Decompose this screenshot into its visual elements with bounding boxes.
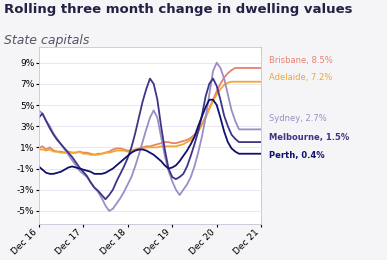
Text: Rolling three month change in dwelling values: Rolling three month change in dwelling v… — [4, 3, 353, 16]
Text: Melbourne, 1.5%: Melbourne, 1.5% — [269, 133, 349, 142]
Text: Adelaide, 7.2%: Adelaide, 7.2% — [269, 73, 332, 82]
Text: Perth, 0.4%: Perth, 0.4% — [269, 151, 325, 160]
Text: State capitals: State capitals — [4, 34, 89, 47]
Text: Brisbane, 8.5%: Brisbane, 8.5% — [269, 56, 333, 65]
Text: Sydney, 2.7%: Sydney, 2.7% — [269, 114, 327, 124]
